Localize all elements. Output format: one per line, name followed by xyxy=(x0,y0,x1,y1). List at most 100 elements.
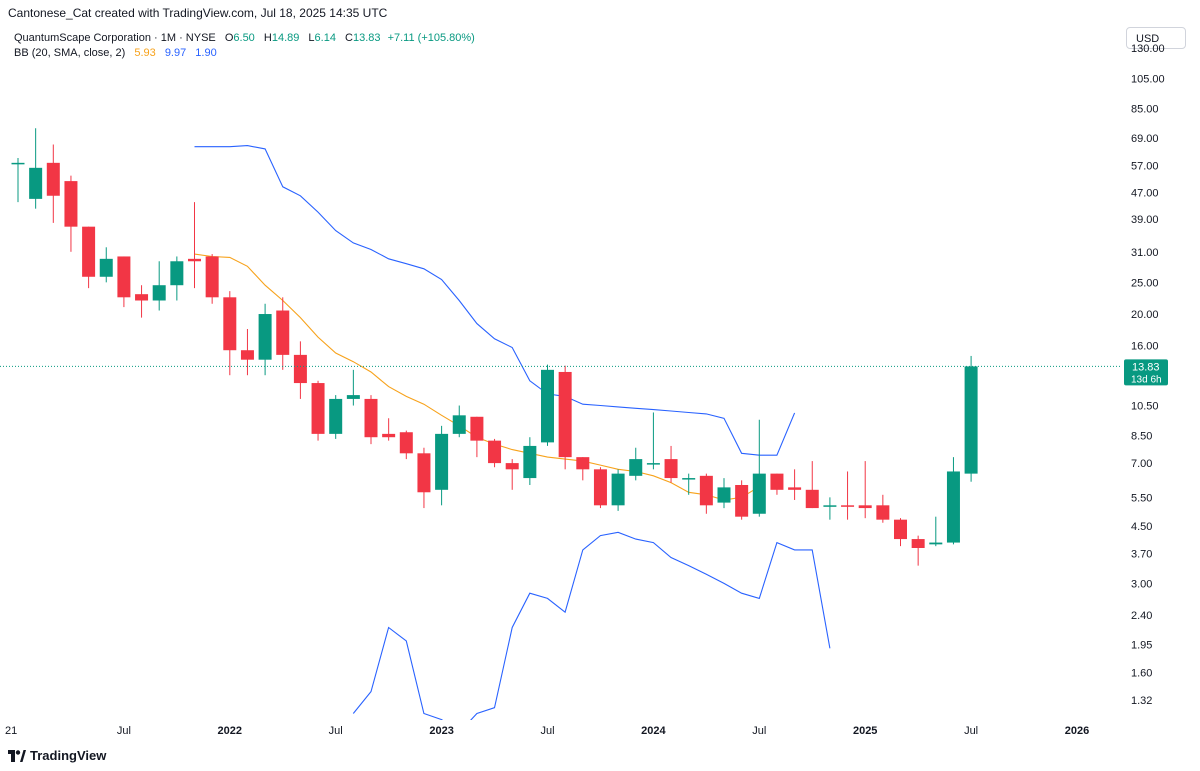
candle-body xyxy=(964,366,978,474)
candle xyxy=(188,202,201,289)
candle xyxy=(911,535,925,566)
candle-body xyxy=(946,471,960,543)
candle-body xyxy=(576,457,590,470)
candle xyxy=(170,256,184,301)
candle-body xyxy=(770,473,784,490)
bb-lower-value: 1.90 xyxy=(195,47,217,59)
candle-body xyxy=(276,310,290,355)
chart-attribution: Cantonese_Cat created with TradingView.c… xyxy=(8,6,388,20)
open-value: 6.50 xyxy=(233,32,255,44)
time-axis-label: Jul xyxy=(540,725,554,737)
bb-indicator-label[interactable]: BB (20, SMA, close, 2) xyxy=(14,47,126,59)
candle xyxy=(223,291,237,376)
candle-body xyxy=(841,505,855,507)
time-axis-label: Jul xyxy=(117,725,131,737)
candle xyxy=(276,297,290,370)
candle-body xyxy=(788,487,802,490)
candle-body xyxy=(188,258,201,262)
candle-body xyxy=(823,505,837,507)
candle xyxy=(470,416,484,458)
price-axis-label: 4.50 xyxy=(1131,521,1152,533)
price-axis-label: 7.00 xyxy=(1131,458,1152,470)
candle-body xyxy=(346,395,360,399)
price-axis-label: 10.50 xyxy=(1131,401,1159,413)
candle xyxy=(576,457,590,481)
candle-body xyxy=(417,453,431,493)
candle xyxy=(735,480,749,520)
symbol-name[interactable]: QuantumScape Corporation · 1M · NYSE xyxy=(14,32,216,44)
candle xyxy=(805,461,819,509)
bb-upper-line xyxy=(194,145,796,456)
price-axis-label: 47.00 xyxy=(1131,188,1159,200)
candle-body xyxy=(523,445,537,479)
price-tag-countdown: 13d 6h xyxy=(1131,374,1162,385)
candle xyxy=(717,478,731,509)
price-axis-label: 5.50 xyxy=(1131,492,1152,504)
candle-body xyxy=(911,539,925,548)
candle xyxy=(258,303,272,376)
candle xyxy=(876,494,890,523)
candle-body xyxy=(858,505,872,509)
time-axis-label: Jul xyxy=(752,725,766,737)
candle-body xyxy=(46,162,60,196)
candle-body xyxy=(894,519,907,540)
candle xyxy=(523,437,537,485)
candle xyxy=(11,158,25,203)
candle-body xyxy=(505,463,519,470)
candle xyxy=(894,518,907,547)
candle-body xyxy=(541,369,554,443)
candle-body xyxy=(11,162,25,165)
candle xyxy=(929,516,943,547)
candle xyxy=(664,445,678,483)
candle xyxy=(364,395,378,445)
candle xyxy=(593,467,607,509)
price-axis[interactable]: 130.00 105.00 85.00 69.00 57.00 47.00 39.00 31.… xyxy=(1131,43,1165,707)
price-axis-label: 1.32 xyxy=(1131,695,1152,707)
candle-body xyxy=(99,258,113,277)
low-value: 6.14 xyxy=(314,32,336,44)
time-axis[interactable]: 21 Jul 2022 Jul 2023 Jul 2024 Jul 2025 Jul 2026 xyxy=(5,725,1089,737)
price-axis-label: 1.60 xyxy=(1131,668,1152,680)
candle xyxy=(135,285,149,318)
chart-legend: QuantumScape Corporation · 1M · NYSE O6.… xyxy=(14,31,475,61)
price-axis-label: 57.00 xyxy=(1131,160,1159,172)
candle-body xyxy=(664,459,678,479)
candle-body xyxy=(258,314,272,360)
candle-body xyxy=(311,383,325,434)
candle-body xyxy=(558,371,572,458)
close-label: C xyxy=(345,32,353,44)
candle-body xyxy=(752,473,766,514)
candle xyxy=(505,459,519,490)
tradingview-logo-icon xyxy=(8,749,26,762)
candle xyxy=(964,355,978,482)
tradingview-logo[interactable]: TradingView xyxy=(8,748,106,763)
bb-basis-value: 5.93 xyxy=(134,47,156,59)
candle-body xyxy=(170,261,184,286)
high-value: 14.89 xyxy=(271,32,300,44)
price-axis-label: 3.70 xyxy=(1131,549,1152,561)
candle xyxy=(646,412,660,470)
candle-body xyxy=(452,415,466,434)
candle xyxy=(82,226,96,289)
open-label: O xyxy=(224,32,234,44)
time-axis-label: 2023 xyxy=(429,725,453,737)
candle xyxy=(329,395,343,439)
currency-button[interactable]: USD xyxy=(1126,27,1186,49)
candle xyxy=(770,473,784,495)
candle-body xyxy=(735,484,749,517)
price-axis-label: 31.00 xyxy=(1131,247,1159,259)
last-price-tag: 13.83 13d 6h xyxy=(1124,359,1168,386)
close-value: 13.83 xyxy=(352,32,381,44)
candle xyxy=(152,261,166,311)
price-axis-label: 69.00 xyxy=(1131,133,1159,145)
change-value: +7.11 (+105.80%) xyxy=(387,32,475,44)
candle-body xyxy=(29,167,43,199)
price-axis-label: 8.50 xyxy=(1131,431,1152,443)
candle-body xyxy=(135,294,149,301)
candle-body xyxy=(876,505,890,520)
candle-body xyxy=(805,489,819,509)
price-axis-label: 25.00 xyxy=(1131,277,1159,289)
candle xyxy=(293,341,307,399)
price-axis-label: 39.00 xyxy=(1131,214,1159,226)
